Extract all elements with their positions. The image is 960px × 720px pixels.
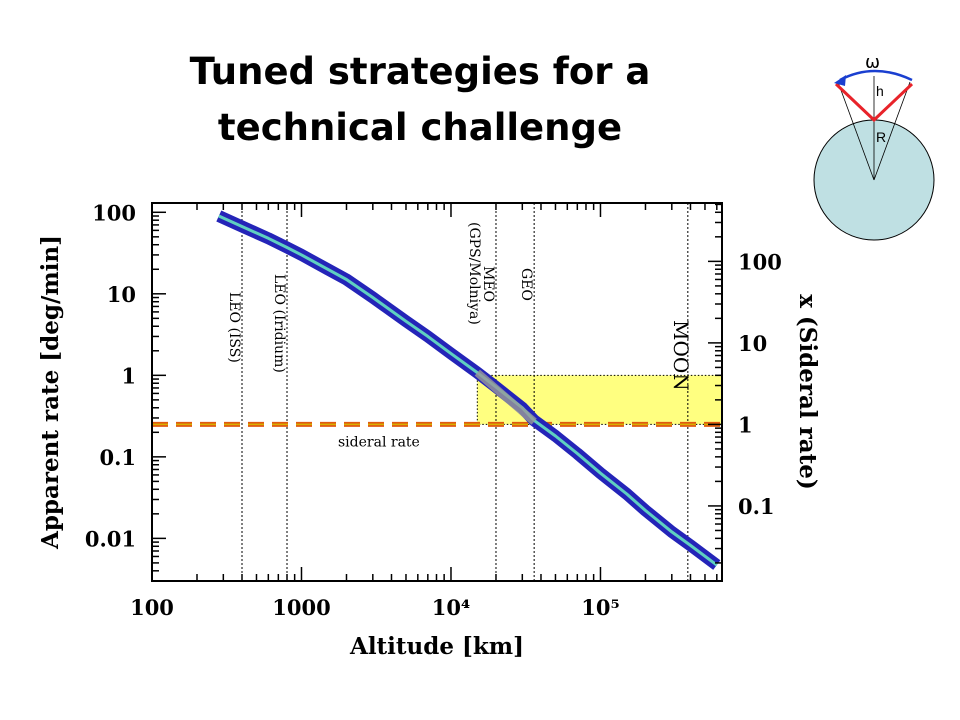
- cone-right-edge: [873, 81, 911, 181]
- y2-tick-label: 10: [738, 331, 767, 356]
- y2-tick-label: 100: [738, 249, 782, 274]
- vline-label-meo-gps: (GPS/Molniya): [466, 222, 482, 325]
- y2-tick-label: 0.1: [738, 494, 775, 519]
- vline-label-moon: MOON: [669, 320, 693, 391]
- vline-label-leo-iss: LEO (ISS): [226, 292, 242, 363]
- x-tick-label: 1000: [272, 595, 330, 620]
- x-tick-label: 10⁵: [581, 595, 619, 620]
- arc-arrow-head: [834, 75, 846, 86]
- x-tick-label: 10⁴: [432, 595, 470, 620]
- slide-title: Tuned strategies for a technical challen…: [150, 44, 690, 156]
- y-tick-label: 1: [121, 363, 136, 388]
- rate-curve-inner: [218, 214, 718, 567]
- y-tick-label: 0.1: [99, 445, 136, 470]
- omega-label: ω: [865, 52, 880, 73]
- x-tick-label: 100: [130, 595, 174, 620]
- title-line-1: Tuned strategies for a: [189, 50, 651, 93]
- sidereal-label: sideral rate: [338, 434, 420, 450]
- title-line-2: technical challenge: [217, 106, 623, 149]
- y2-tick-label: 1: [738, 412, 753, 437]
- y-tick-label: 0.01: [85, 526, 136, 551]
- plot-frame: [151, 202, 723, 582]
- angular-rate-arc: [839, 69, 913, 82]
- vline-label-geo: GEO: [518, 268, 534, 301]
- x-axis-title: Altitude [km]: [349, 633, 524, 660]
- y-tick-label: 100: [92, 200, 136, 225]
- y-tick-label: 10: [107, 282, 136, 307]
- view-cone: [834, 82, 914, 123]
- vline-label-leo-iridium: LEO (Iridium): [271, 274, 287, 373]
- r-label: R: [876, 129, 886, 145]
- cone-left-edge: [837, 81, 875, 181]
- y2-axis-title: x (Sideral rate): [794, 294, 821, 490]
- curve-highlight-overlay: [474, 369, 537, 425]
- h-label: h: [876, 83, 884, 99]
- vline-label-meo: MEO: [480, 266, 496, 302]
- y-axis-title: Apparent rate [deg/min]: [37, 235, 64, 550]
